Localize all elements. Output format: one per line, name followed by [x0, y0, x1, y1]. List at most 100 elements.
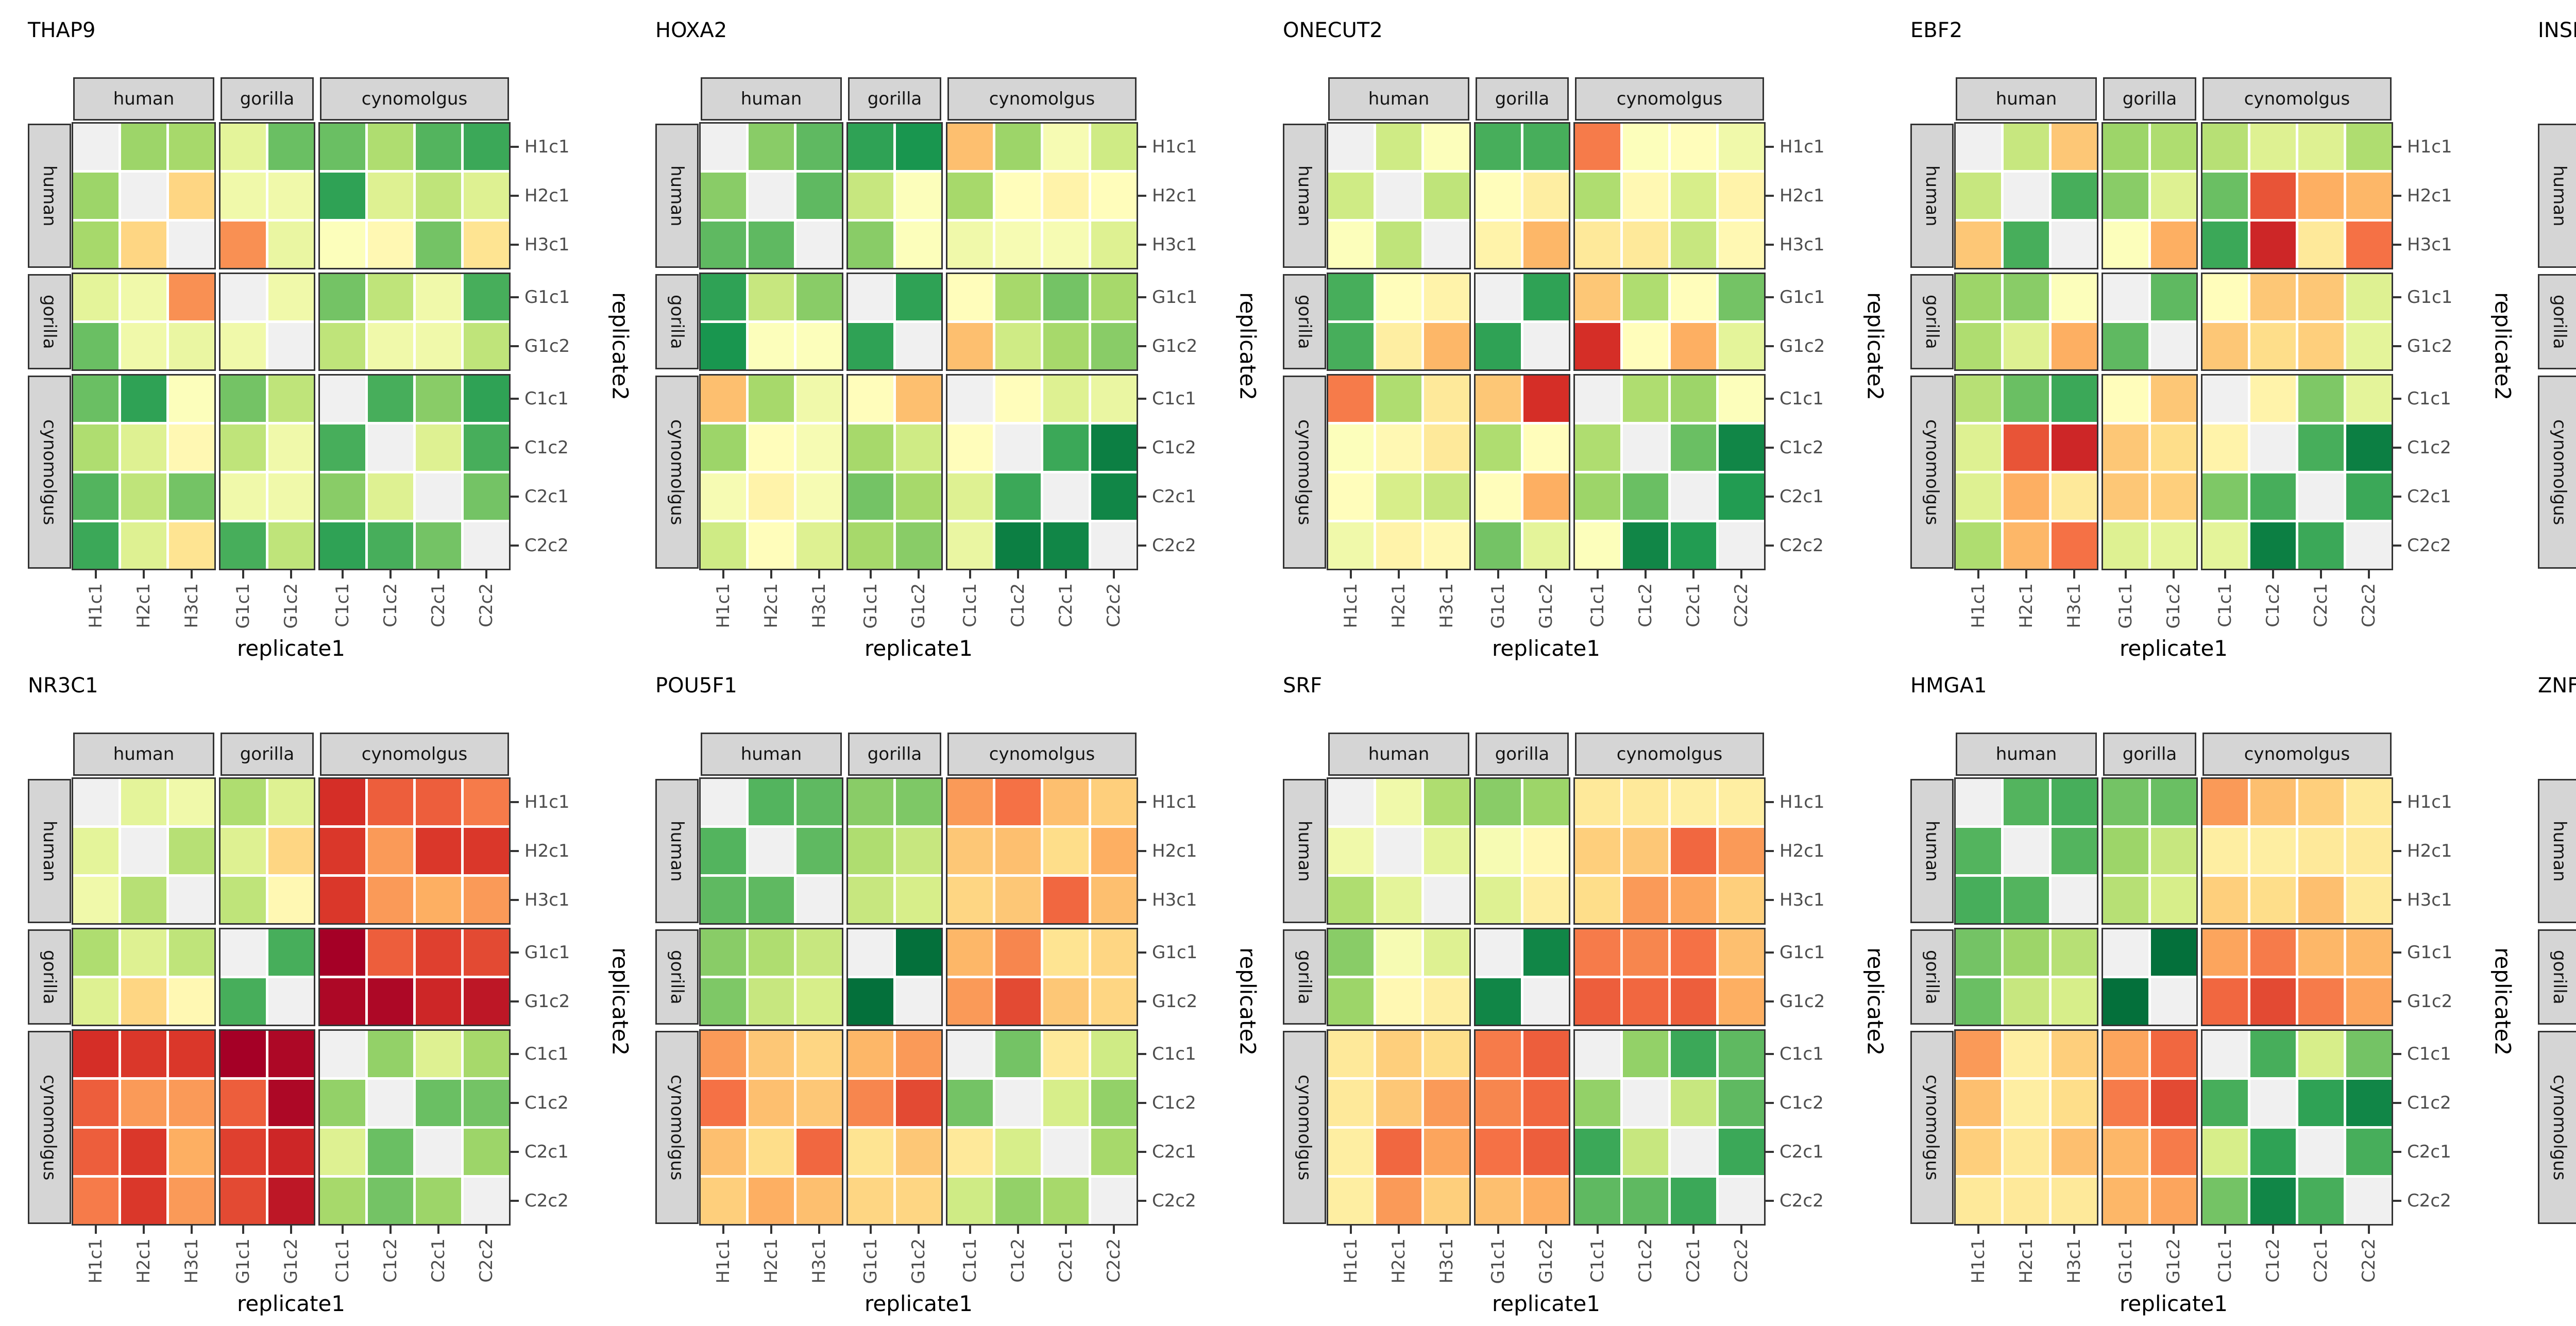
heatmap-cell: [2250, 124, 2296, 170]
heatmap-cell: [2202, 173, 2248, 219]
heatmap-cell: [1091, 376, 1137, 422]
panel: HMGA1 human human gorilla gorilla cynomolgus c…: [1910, 670, 2538, 1319]
heatmap-cell: [2202, 779, 2248, 825]
heatmap-cell: [2004, 473, 2049, 520]
facet-strip-left: human: [28, 124, 71, 268]
facet-strip-left: human: [1910, 779, 1954, 923]
heatmap-cell: [701, 473, 746, 520]
heatmap-cell: [2103, 376, 2148, 422]
x-tick-mark: [969, 570, 971, 579]
facet-strip-left: gorilla: [655, 929, 699, 1025]
facet-strip-left: human: [655, 124, 699, 268]
heatmap-cell: [2103, 124, 2148, 170]
heatmap-cell: [2298, 1031, 2344, 1077]
heatmap-cell: [1043, 1080, 1089, 1126]
heatmap-cell: [464, 877, 509, 923]
y-tick-mark: [1138, 146, 1146, 148]
x-axis-title: replicate1: [864, 1291, 973, 1316]
heatmap-cell: [320, 222, 365, 268]
heatmap-cell: [1575, 1178, 1620, 1224]
heatmap-cell: [169, 323, 214, 369]
row-tick-label: C1c2: [2407, 437, 2451, 458]
row-tick-label: C2c2: [2407, 535, 2451, 556]
row-tick-label: C1c1: [1780, 1044, 1824, 1064]
x-tick-mark: [2025, 570, 2027, 579]
panel-title: SRF: [1283, 674, 1323, 698]
heatmap-cell: [848, 274, 893, 320]
heatmap-cell: [749, 424, 794, 471]
heatmap-cell: [169, 522, 214, 569]
heatmap-cell: [1091, 1129, 1137, 1175]
heatmap-cell: [1956, 1178, 2001, 1224]
heatmap-cell: [848, 473, 893, 520]
heatmap-cell: [1575, 424, 1620, 471]
heatmap-cell: [1719, 522, 1764, 569]
heatmap-cell: [2250, 1178, 2296, 1224]
heatmap-cell: [1671, 1178, 1716, 1224]
heatmap-cell: [1671, 473, 1716, 520]
x-tick-mark: [437, 570, 439, 579]
x-tick-mark: [2368, 1226, 2370, 1234]
heatmap-cell: [1043, 877, 1089, 923]
heatmap-cell: [320, 124, 365, 170]
heatmap-cell: [848, 222, 893, 268]
heatmap-cell: [416, 473, 461, 520]
heatmap-cell: [368, 1031, 413, 1077]
heatmap-cell: [2250, 473, 2296, 520]
heatmap-cell: [1719, 222, 1764, 268]
facet-strip-left: gorilla: [2538, 274, 2576, 369]
heatmap-cell: [796, 929, 842, 976]
heatmap-cell: [73, 124, 118, 170]
y-tick-mark: [1138, 850, 1146, 852]
heatmap-cell: [1328, 929, 1374, 976]
heatmap-cell: [701, 323, 746, 369]
heatmap-cell: [221, 828, 266, 874]
y-tick-mark: [511, 899, 519, 901]
heatmap-cell: [2151, 522, 2196, 569]
heatmap-cell: [749, 877, 794, 923]
heatmap-cell: [947, 779, 993, 825]
heatmap-cell: [2298, 1178, 2344, 1224]
heatmap-cell: [1424, 779, 1469, 825]
y-tick-mark: [1138, 951, 1146, 954]
y-tick-mark: [2393, 296, 2401, 298]
x-tick-mark: [1645, 570, 1647, 579]
heatmap-cell: [2346, 274, 2392, 320]
row-tick-label: H3c1: [1780, 890, 1825, 910]
x-tick-mark: [2272, 1226, 2274, 1234]
heatmap-cell: [995, 929, 1041, 976]
heatmap-cell: [947, 424, 993, 471]
heatmap-cell: [2151, 124, 2196, 170]
heatmap-cell: [2346, 1178, 2392, 1224]
heatmap-cell: [1476, 1031, 1521, 1077]
heatmap-cell: [1523, 173, 1569, 219]
heatmap-cell: [896, 1178, 941, 1224]
heatmap-cell: [947, 274, 993, 320]
row-tick-label: C2c2: [1152, 1191, 1196, 1211]
heatmap-cell: [2151, 877, 2196, 923]
facet-strip-left: cynomolgus: [28, 376, 71, 569]
heatmap-cell: [2151, 376, 2196, 422]
heatmap-cell: [121, 173, 166, 219]
heatmap-cell: [1376, 274, 1421, 320]
heatmap-cell: [1376, 124, 1421, 170]
heatmap-cell: [2298, 978, 2344, 1025]
heatmap-cell: [2103, 1129, 2148, 1175]
x-tick-mark: [437, 1226, 439, 1234]
heatmap-cell: [2202, 222, 2248, 268]
heatmap-cell: [73, 1080, 118, 1126]
heatmap-cell: [2202, 1080, 2248, 1126]
heatmap-cell: [121, 323, 166, 369]
facet-strip-top: cynomolgus: [320, 77, 509, 121]
heatmap-cell: [2298, 376, 2344, 422]
x-tick-mark: [1017, 1226, 1019, 1234]
panel: ZNF490humanhumangorillagorillacynomolgus…: [2538, 670, 2576, 1319]
y-tick-mark: [511, 195, 519, 197]
x-tick-mark: [1545, 1226, 1547, 1234]
heatmap-cell: [1523, 522, 1569, 569]
heatmap-cell: [320, 323, 365, 369]
panel: NR3C1 human human gorilla gorilla cynomolgus c…: [28, 670, 655, 1319]
heatmap-cell: [2052, 1031, 2097, 1077]
heatmap-cell: [2346, 473, 2392, 520]
y-tick-mark: [1138, 398, 1146, 400]
